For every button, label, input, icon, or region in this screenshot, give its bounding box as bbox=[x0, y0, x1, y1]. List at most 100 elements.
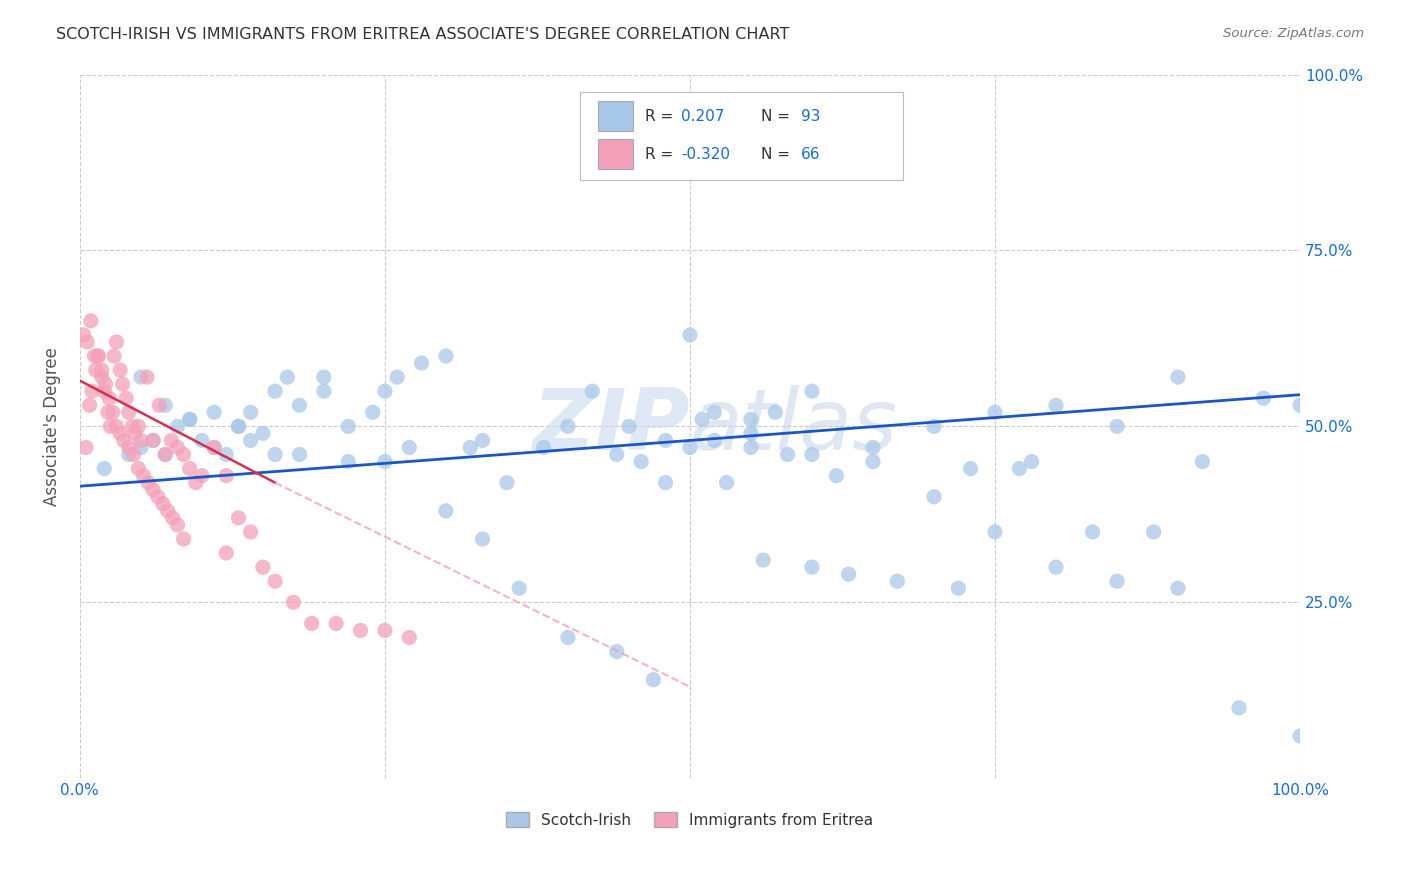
Point bbox=[79, 398, 101, 412]
Point bbox=[93, 461, 115, 475]
Point bbox=[984, 405, 1007, 419]
Point bbox=[118, 405, 141, 419]
Point bbox=[1289, 729, 1312, 743]
Text: SCOTCH-IRISH VS IMMIGRANTS FROM ERITREA ASSOCIATE'S DEGREE CORRELATION CHART: SCOTCH-IRISH VS IMMIGRANTS FROM ERITREA … bbox=[56, 27, 790, 42]
Point bbox=[202, 441, 225, 455]
Point bbox=[1191, 454, 1213, 468]
Point bbox=[93, 384, 115, 399]
Point bbox=[166, 419, 188, 434]
Point bbox=[215, 448, 238, 462]
Point bbox=[264, 448, 287, 462]
Point bbox=[752, 553, 775, 567]
Point bbox=[124, 426, 146, 441]
Point bbox=[862, 454, 884, 468]
Point bbox=[763, 405, 786, 419]
Point bbox=[800, 384, 823, 399]
Point bbox=[155, 448, 177, 462]
Point bbox=[129, 434, 152, 448]
Point bbox=[862, 441, 884, 455]
Text: N =: N = bbox=[761, 146, 794, 161]
Point bbox=[374, 624, 396, 638]
Point bbox=[434, 349, 457, 363]
Point bbox=[142, 434, 165, 448]
Text: Source: ZipAtlas.com: Source: ZipAtlas.com bbox=[1223, 27, 1364, 40]
Point bbox=[1227, 701, 1250, 715]
Point bbox=[252, 426, 274, 441]
Point bbox=[152, 497, 174, 511]
Point bbox=[179, 412, 201, 426]
Point bbox=[337, 419, 360, 434]
Point bbox=[101, 405, 124, 419]
Point bbox=[166, 517, 188, 532]
Point bbox=[122, 448, 145, 462]
Point bbox=[1142, 524, 1164, 539]
Point bbox=[155, 448, 177, 462]
Point bbox=[118, 441, 141, 455]
Point bbox=[948, 581, 970, 595]
Point bbox=[142, 483, 165, 497]
Point bbox=[215, 546, 238, 560]
Point bbox=[460, 441, 482, 455]
Point bbox=[111, 377, 134, 392]
Point bbox=[276, 370, 298, 384]
Point bbox=[72, 327, 94, 342]
Point bbox=[385, 370, 408, 384]
Point bbox=[112, 434, 135, 448]
Point bbox=[838, 567, 860, 582]
Point bbox=[398, 631, 420, 645]
Point bbox=[1289, 398, 1312, 412]
Point bbox=[184, 475, 207, 490]
Point bbox=[374, 384, 396, 399]
Text: -0.320: -0.320 bbox=[682, 146, 730, 161]
Point bbox=[1253, 391, 1275, 405]
Point bbox=[108, 426, 131, 441]
Point bbox=[191, 434, 214, 448]
Point bbox=[166, 441, 188, 455]
Point bbox=[239, 434, 262, 448]
Point bbox=[108, 363, 131, 377]
Text: atlas: atlas bbox=[690, 384, 898, 468]
Point bbox=[228, 419, 250, 434]
Bar bbox=[599, 139, 633, 169]
Point bbox=[97, 405, 120, 419]
Point bbox=[703, 434, 725, 448]
Point bbox=[1045, 398, 1067, 412]
Point bbox=[679, 441, 702, 455]
Point bbox=[361, 405, 384, 419]
Point bbox=[179, 412, 201, 426]
Point bbox=[162, 511, 184, 525]
Point bbox=[264, 384, 287, 399]
Point bbox=[1105, 419, 1128, 434]
Point bbox=[127, 419, 149, 434]
Point bbox=[301, 616, 323, 631]
Point bbox=[118, 448, 141, 462]
Point bbox=[679, 327, 702, 342]
Point bbox=[142, 434, 165, 448]
Point bbox=[581, 384, 603, 399]
Point bbox=[121, 419, 143, 434]
Point bbox=[98, 391, 121, 405]
Point bbox=[740, 441, 762, 455]
Point bbox=[825, 468, 848, 483]
Point bbox=[434, 504, 457, 518]
Point bbox=[1081, 524, 1104, 539]
Point bbox=[349, 624, 371, 638]
Point bbox=[411, 356, 433, 370]
Point bbox=[288, 398, 311, 412]
Point bbox=[508, 581, 530, 595]
Point bbox=[80, 384, 103, 399]
Text: N =: N = bbox=[761, 109, 794, 124]
Point bbox=[228, 419, 250, 434]
Point bbox=[105, 419, 128, 434]
Point bbox=[215, 468, 238, 483]
Point bbox=[173, 532, 195, 546]
Point bbox=[105, 334, 128, 349]
Point bbox=[922, 490, 945, 504]
Point bbox=[312, 384, 335, 399]
Point bbox=[228, 511, 250, 525]
Point bbox=[1105, 574, 1128, 589]
Point bbox=[129, 441, 152, 455]
Point bbox=[115, 391, 138, 405]
Text: R =: R = bbox=[645, 146, 678, 161]
Point bbox=[239, 524, 262, 539]
